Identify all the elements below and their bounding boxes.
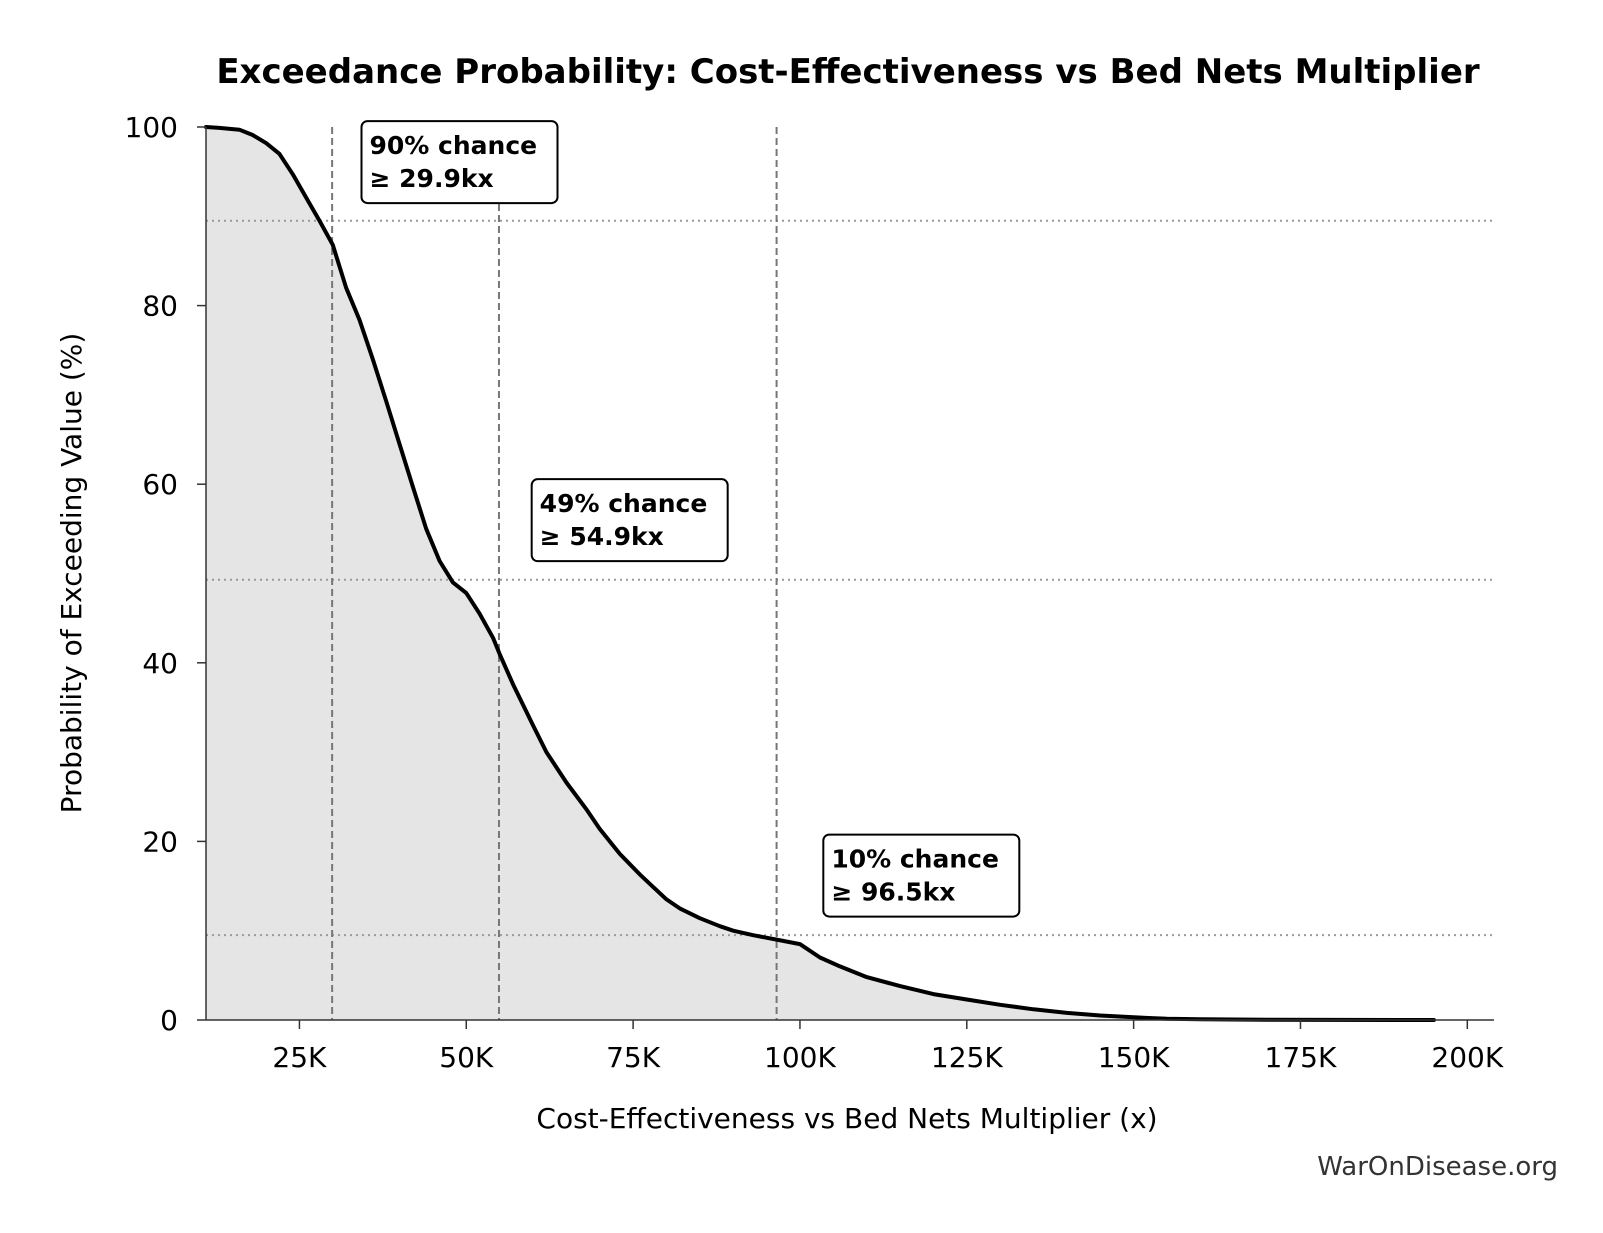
annotation-box: 10% chance ≥ 96.5kx [822,833,1021,918]
y-tick-label: 20 [142,825,178,858]
x-tick-label: 25K [272,1041,327,1074]
annotation-box: 49% chance ≥ 54.9kx [530,478,729,563]
annotation-line1: 90% chance [370,131,538,160]
x-tick-label: 200K [1431,1041,1503,1074]
x-tick-label: 150K [1098,1041,1170,1074]
annotation-line1: 10% chance [831,845,999,874]
x-tick-label: 50K [439,1041,494,1074]
annotation-box: 90% chance ≥ 29.9kx [360,120,559,205]
probability-reference-lines [206,219,1494,937]
annotation-frame [530,478,729,563]
exceedance-curve [204,125,1436,1022]
watermark: WarOnDisease.org [1317,1152,1558,1182]
plot-area: 90% chance ≥ 29.9kx 49% chance ≥ 54.9kx 10% … [204,120,1494,1022]
x-tick-label: 175K [1265,1041,1337,1074]
x-axis-label: Cost-Effectiveness vs Bed Nets Multiplie… [536,1102,1157,1135]
y-axis-ticks: 0 20 40 60 80 100 [125,111,206,1037]
annotation-frame [360,120,559,205]
annotation-line2: ≥ 54.9kx [540,522,664,551]
chart-title: Exceedance Probability: Cost-Effectivene… [216,52,1480,92]
annotation-frame [822,833,1021,918]
y-tick-label: 60 [142,468,178,501]
annotation-line1: 49% chance [540,489,708,518]
y-tick-label: 100 [125,111,178,144]
x-tick-label: 125K [931,1041,1003,1074]
x-tick-label: 75K [606,1041,661,1074]
y-axis-label: Probability of Exceeding Value (%) [55,333,88,814]
y-tick-label: 80 [142,290,178,323]
annotation-line2: ≥ 96.5kx [831,878,955,907]
annotation-line2: ≥ 29.9kx [370,164,494,193]
x-axis-ticks: 25K 50K 75K 100K 125K 150K 175K 200K [272,1020,1504,1074]
annotation-boxes: 90% chance ≥ 29.9kx 49% chance ≥ 54.9kx 10% … [360,120,1021,918]
y-tick-label: 0 [160,1004,178,1037]
y-tick-label: 40 [142,647,178,680]
threshold-reference-lines [331,127,778,1020]
x-tick-label: 100K [764,1041,836,1074]
